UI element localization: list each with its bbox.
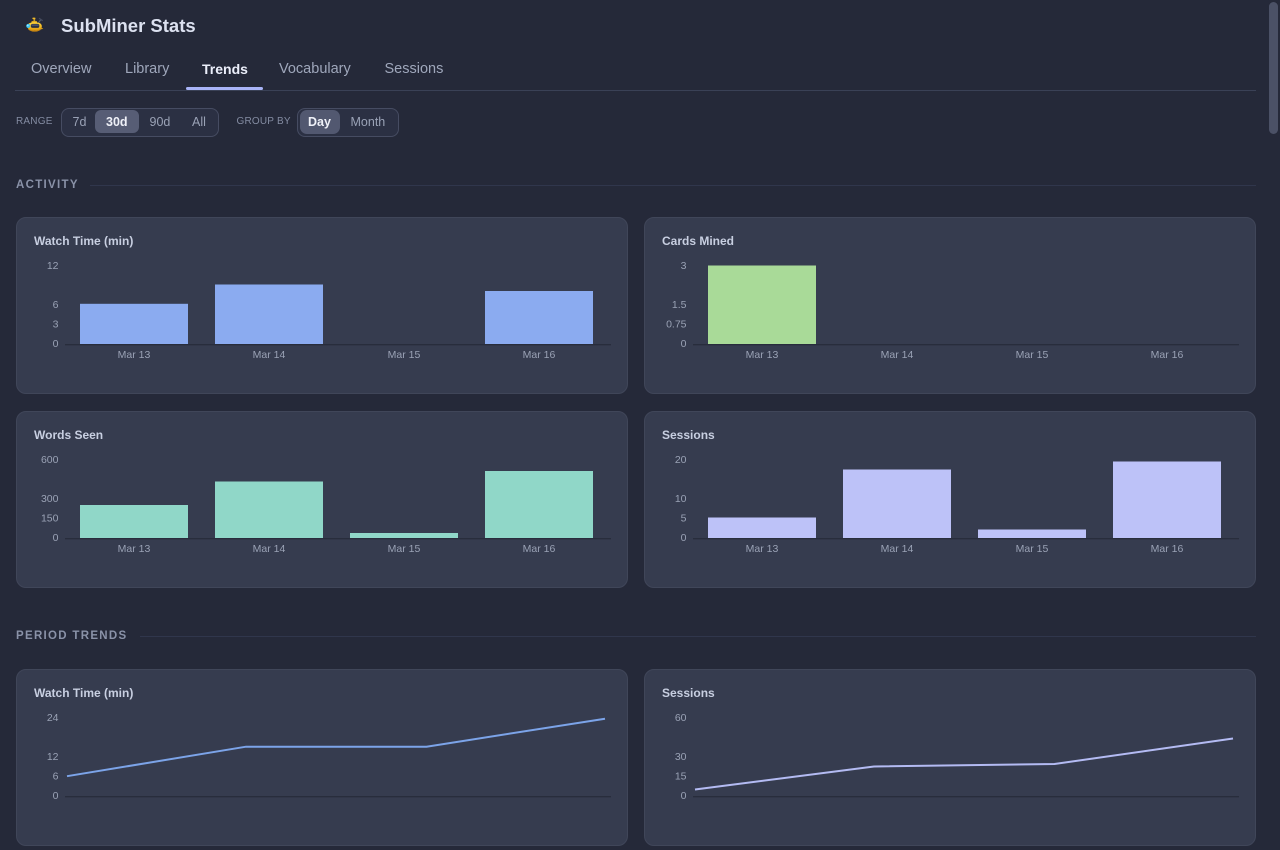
- svg-text:Mar 16: Mar 16: [523, 349, 556, 361]
- svg-text:Mar 15: Mar 15: [388, 349, 421, 361]
- svg-text:Mar 16: Mar 16: [523, 543, 556, 555]
- svg-text:Mar 15: Mar 15: [1016, 543, 1049, 555]
- svg-text:30: 30: [675, 751, 687, 763]
- svg-text:6: 6: [53, 771, 59, 783]
- svg-text:Watch Time (min): Watch Time (min): [34, 234, 133, 248]
- svg-text:10: 10: [675, 493, 687, 505]
- svg-text:600: 600: [41, 454, 59, 466]
- svg-text:Mar 15: Mar 15: [1016, 349, 1049, 361]
- svg-text:300: 300: [41, 493, 59, 505]
- svg-text:5: 5: [681, 513, 687, 525]
- svg-text:Mar 13: Mar 13: [118, 349, 151, 361]
- svg-text:15: 15: [675, 771, 687, 783]
- svg-text:Mar 13: Mar 13: [118, 543, 151, 555]
- svg-text:150: 150: [41, 513, 59, 525]
- svg-text:Mar 14: Mar 14: [881, 349, 914, 361]
- svg-text:Watch Time (min): Watch Time (min): [34, 686, 133, 700]
- svg-text:60: 60: [675, 712, 687, 724]
- svg-text:0: 0: [53, 790, 59, 802]
- svg-text:24: 24: [47, 712, 59, 724]
- svg-text:Mar 13: Mar 13: [746, 543, 779, 555]
- svg-text:Mar 14: Mar 14: [253, 543, 286, 555]
- svg-text:3: 3: [53, 319, 59, 331]
- svg-text:12: 12: [47, 260, 59, 272]
- svg-text:Mar 13: Mar 13: [746, 349, 779, 361]
- svg-text:1.5: 1.5: [672, 299, 687, 311]
- svg-text:20: 20: [675, 454, 687, 466]
- svg-text:3: 3: [681, 260, 687, 272]
- svg-text:12: 12: [47, 751, 59, 763]
- svg-text:Mar 14: Mar 14: [253, 349, 286, 361]
- svg-text:0: 0: [681, 532, 687, 544]
- svg-text:Mar 16: Mar 16: [1151, 349, 1184, 361]
- svg-text:6: 6: [53, 299, 59, 311]
- svg-text:0.75: 0.75: [666, 319, 687, 331]
- svg-text:Mar 14: Mar 14: [881, 543, 914, 555]
- svg-text:Words Seen: Words Seen: [34, 428, 103, 442]
- svg-text:0: 0: [53, 338, 59, 350]
- svg-text:Mar 16: Mar 16: [1151, 543, 1184, 555]
- svg-text:Sessions: Sessions: [662, 686, 715, 700]
- svg-text:0: 0: [53, 532, 59, 544]
- svg-text:Cards Mined: Cards Mined: [662, 234, 734, 248]
- svg-text:Sessions: Sessions: [662, 428, 715, 442]
- svg-text:0: 0: [681, 790, 687, 802]
- svg-text:0: 0: [681, 338, 687, 350]
- svg-text:Mar 15: Mar 15: [388, 543, 421, 555]
